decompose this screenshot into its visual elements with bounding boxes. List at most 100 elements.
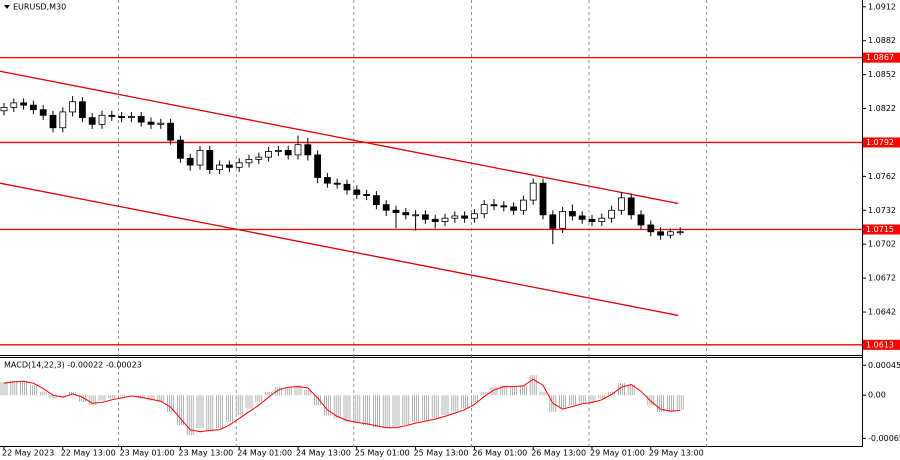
candle-body	[676, 231, 684, 234]
candle-body	[431, 218, 439, 222]
level-label-box	[863, 224, 900, 235]
candle-body	[157, 122, 165, 125]
candle-body	[392, 209, 400, 213]
candle-body	[20, 102, 28, 106]
candle-body	[69, 101, 76, 113]
candle-body	[294, 144, 302, 156]
candle-body	[255, 156, 263, 160]
candle-body	[235, 162, 243, 168]
candle-body	[618, 197, 625, 211]
candle-body	[323, 177, 331, 184]
candle-body	[284, 149, 292, 156]
candle-body	[10, 102, 18, 108]
candle-body	[196, 149, 204, 166]
candle-body	[216, 164, 224, 170]
candle-body	[657, 231, 664, 236]
candle-body	[225, 164, 233, 168]
x-tick-label: 23 May 01:00	[120, 449, 175, 458]
candle-body	[79, 101, 86, 118]
candle-body	[206, 149, 214, 170]
x-tick-label: 22 May 13:00	[61, 449, 116, 458]
candle-body	[500, 205, 508, 208]
y-tick-label: 1.0672	[868, 274, 896, 283]
candle-body	[647, 224, 655, 233]
y-tick-label: 1.0642	[868, 308, 896, 317]
symbol-label: EURUSD,M30	[13, 3, 66, 12]
candle-body	[470, 213, 478, 219]
candle-body	[88, 117, 96, 125]
candle-body	[363, 194, 371, 196]
candle-body	[402, 212, 410, 216]
candle-body	[569, 211, 576, 217]
x-tick-label: 25 May 01:00	[355, 449, 410, 458]
candle-body	[0, 107, 8, 112]
candle-body	[539, 182, 547, 216]
x-tick-label: 22 May 2023	[2, 449, 54, 458]
candle-body	[176, 139, 184, 159]
candle-body	[39, 109, 47, 116]
candle-body	[588, 218, 596, 222]
candle-body	[137, 116, 145, 123]
level-label-box	[863, 52, 900, 63]
channel-line	[0, 70, 679, 205]
level-label: 1.0715	[866, 225, 894, 234]
candle-body	[265, 151, 273, 158]
candle-body	[559, 211, 566, 229]
y-tick-label: 1.0762	[868, 172, 896, 181]
candle-body	[147, 121, 155, 125]
channel-line	[0, 182, 679, 317]
candle-body	[274, 149, 282, 152]
y-tick-label: 1.0822	[868, 104, 896, 113]
candle-body	[461, 215, 469, 219]
candle-body	[667, 231, 674, 236]
candle-body	[520, 199, 527, 211]
y-tick-label: 0.00	[868, 391, 886, 400]
candle-body	[59, 111, 67, 129]
candle-body	[245, 159, 253, 164]
x-tick-label: 26 May 01:00	[472, 449, 527, 458]
candle-body	[549, 214, 557, 229]
candle-body	[118, 116, 125, 118]
candle-body	[510, 206, 518, 211]
symbol-menu-icon[interactable]	[4, 5, 10, 9]
candle-body	[608, 209, 615, 219]
candle-body	[578, 215, 586, 220]
y-tick-label: 1.0912	[868, 2, 896, 11]
macd-label: MACD(14,22,3) -0.00022 -0.00023	[4, 361, 142, 370]
candle-body	[333, 182, 341, 185]
candle-body	[412, 214, 420, 217]
candle-body	[314, 154, 322, 178]
candle-body	[598, 217, 606, 222]
level-label: 1.0613	[866, 340, 894, 349]
candle-body	[127, 116, 135, 118]
x-tick-label: 24 May 13:00	[296, 449, 351, 458]
x-tick-label: 29 May 13:00	[649, 449, 704, 458]
candle-body	[441, 217, 449, 222]
candle-body	[421, 214, 429, 220]
candle-body	[49, 114, 57, 129]
y-tick-label: 1.0882	[868, 36, 896, 45]
y-tick-label: 0.00045	[868, 361, 900, 370]
candle-body	[627, 197, 635, 216]
candle-body	[167, 122, 175, 141]
x-tick-label: 25 May 13:00	[414, 449, 469, 458]
candle-body	[490, 204, 498, 207]
y-tick-label: 1.0852	[868, 70, 896, 79]
candle-body	[353, 189, 361, 195]
signal-line	[3, 378, 681, 433]
candle-body	[372, 195, 380, 206]
level-label: 1.0792	[866, 138, 894, 147]
candle-body	[637, 214, 645, 226]
y-tick-label: -0.00065	[868, 434, 900, 443]
y-tick-label: 1.0732	[868, 206, 896, 215]
x-tick-label: 24 May 01:00	[237, 449, 292, 458]
level-label: 1.0867	[866, 53, 894, 62]
candle-body	[480, 204, 488, 215]
level-label-box	[863, 137, 900, 148]
y-tick-label: 1.0702	[868, 240, 896, 249]
x-tick-label: 26 May 13:00	[531, 449, 586, 458]
candle-body	[29, 104, 37, 111]
x-tick-label: 23 May 13:00	[178, 449, 233, 458]
candle-body	[529, 182, 537, 201]
